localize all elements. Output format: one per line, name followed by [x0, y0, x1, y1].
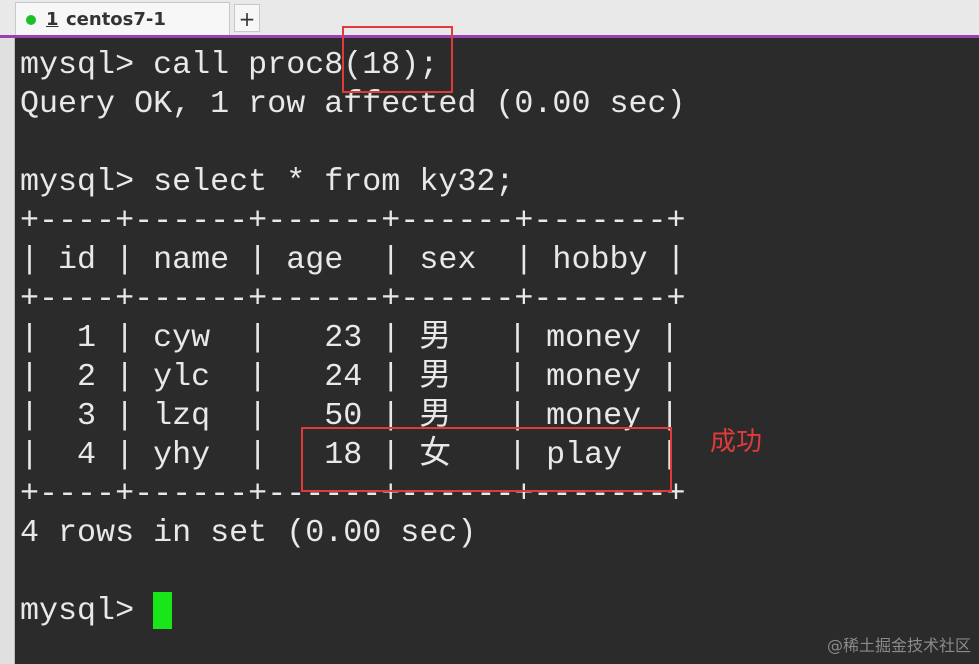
- watermark: @稀土掘金技术社区: [826, 636, 971, 655]
- cursor: [153, 592, 172, 629]
- terminal-line: | 4 | yhy | 18 | 女 | play |: [20, 437, 680, 473]
- tab-bar: 1 centos7-1 +: [0, 0, 979, 38]
- tab[interactable]: 1 centos7-1: [15, 2, 230, 35]
- tab-number: 1: [46, 9, 59, 30]
- terminal-line: | id | name | age | sex | hobby |: [20, 242, 686, 278]
- tab-title: centos7-1: [66, 9, 166, 30]
- terminal-line: mysql>: [20, 593, 154, 629]
- terminal-line: | 2 | ylc | 24 | 男 | money |: [20, 359, 680, 395]
- annotation: 成功: [710, 427, 763, 457]
- side-panel: [0, 38, 15, 664]
- terminal-line: mysql> select * from ky32;: [20, 164, 515, 200]
- terminal-line: +----+------+------+------+-------+: [20, 281, 686, 317]
- terminal-line: +----+------+------+------+-------+: [20, 203, 686, 239]
- terminal-line: 4 rows in set (0.00 sec): [20, 515, 477, 551]
- new-tab-button[interactable]: +: [234, 4, 260, 32]
- status-dot: [26, 15, 36, 25]
- terminal-line: +----+------+------+------+-------+: [20, 476, 686, 512]
- terminal-line: | 1 | cyw | 23 | 男 | money |: [20, 320, 680, 356]
- highlight-box: [301, 427, 672, 492]
- terminal-line: mysql> call proc8(18);: [20, 47, 439, 83]
- highlight-box: [342, 26, 453, 93]
